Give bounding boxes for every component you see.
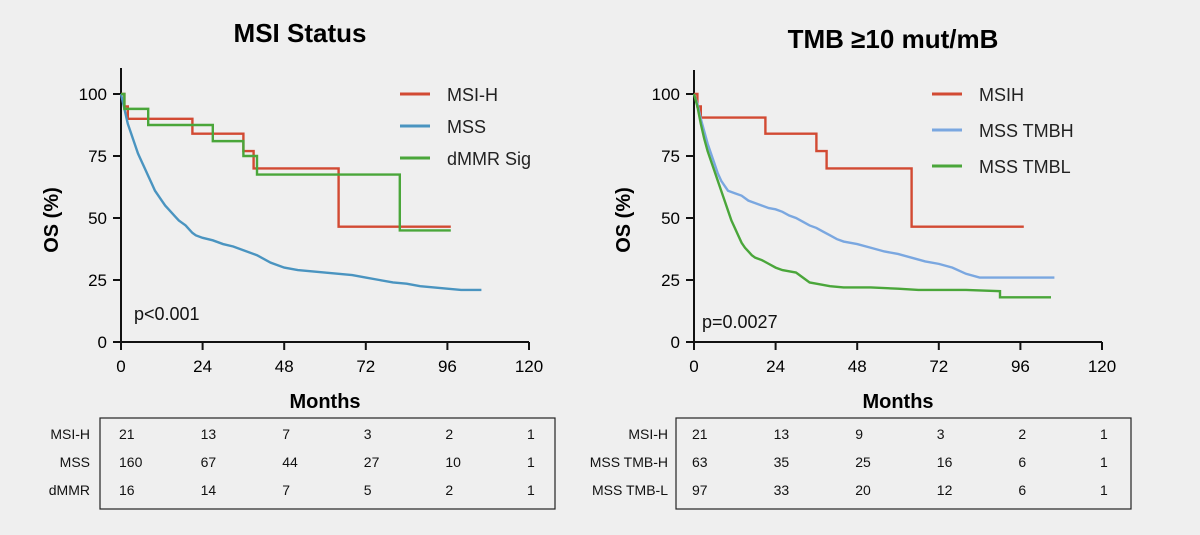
x-tick-label: 72 (929, 357, 948, 376)
risk-cell: 1 (1100, 454, 1108, 470)
risk-cell: 3 (937, 426, 945, 442)
x-tick-label: 96 (438, 357, 457, 376)
x-tick-label: 24 (766, 357, 785, 376)
x-tick-label: 24 (193, 357, 212, 376)
risk-cell: 67 (201, 454, 217, 470)
x-tick-label: 0 (689, 357, 698, 376)
legend-label: MSS (447, 117, 486, 137)
risk-cell: 33 (774, 482, 790, 498)
risk-cell: 2 (445, 482, 453, 498)
x-tick-label: 72 (356, 357, 375, 376)
y-tick-label: 25 (88, 271, 107, 290)
y-tick-label: 100 (652, 85, 680, 104)
chart-title: TMB ≥10 mut/mB (788, 24, 999, 54)
risk-cell: 2 (445, 426, 453, 442)
x-tick-label: 120 (515, 357, 543, 376)
risk-cell: 1 (527, 426, 535, 442)
risk-row-label: MSS (60, 454, 90, 470)
y-tick-label: 0 (671, 333, 680, 352)
x-axis-title: Months (862, 391, 933, 413)
risk-cell: 10 (445, 454, 461, 470)
x-axis-title: Months (289, 391, 360, 413)
risk-cell: 7 (282, 426, 290, 442)
x-tick-label: 120 (1088, 357, 1116, 376)
x-tick-label: 48 (275, 357, 294, 376)
p-value-annotation: p<0.001 (134, 304, 200, 324)
legend-label: MSS TMBH (979, 121, 1074, 141)
y-tick-label: 0 (98, 333, 107, 352)
risk-cell: 1 (527, 454, 535, 470)
risk-cell: 13 (201, 426, 217, 442)
x-tick-label: 96 (1011, 357, 1030, 376)
risk-cell: 21 (692, 426, 708, 442)
risk-cell: 16 (119, 482, 135, 498)
risk-cell: 35 (774, 454, 790, 470)
risk-cell: 21 (119, 426, 135, 442)
risk-cell: 7 (282, 482, 290, 498)
risk-cell: 1 (1100, 482, 1108, 498)
risk-row-label: MSS TMB-L (592, 482, 668, 498)
risk-cell: 13 (774, 426, 790, 442)
y-tick-label: 75 (88, 147, 107, 166)
legend-label: MSS TMBL (979, 157, 1071, 177)
risk-cell: 6 (1018, 482, 1026, 498)
y-tick-label: 50 (661, 209, 680, 228)
p-value-annotation: p=0.0027 (702, 312, 778, 332)
series-line-mss-tmbh (692, 93, 1055, 279)
risk-row-label: MSS TMB-H (590, 454, 668, 470)
risk-row-label: MSI-H (50, 426, 90, 442)
risk-cell: 160 (119, 454, 143, 470)
x-tick-label: 48 (848, 357, 867, 376)
series-line-dmmr-sig (121, 92, 451, 232)
risk-cell: 5 (364, 482, 372, 498)
risk-cell: 9 (855, 426, 863, 442)
risk-cell: 25 (855, 454, 871, 470)
risk-cell: 2 (1018, 426, 1026, 442)
legend-label: MSI-H (447, 85, 498, 105)
series-line-msi-h (121, 92, 451, 228)
risk-cell: 6 (1018, 454, 1026, 470)
risk-cell: 3 (364, 426, 372, 442)
y-tick-label: 50 (88, 209, 107, 228)
series-line-mss (119, 93, 482, 292)
risk-cell: 14 (201, 482, 217, 498)
chart-title: MSI Status (234, 18, 367, 48)
risk-cell: 1 (527, 482, 535, 498)
x-tick-label: 0 (116, 357, 125, 376)
legend-label: MSIH (979, 85, 1024, 105)
risk-cell: 1 (1100, 426, 1108, 442)
risk-table-border (99, 417, 556, 510)
risk-cell: 63 (692, 454, 708, 470)
risk-cell: 20 (855, 482, 871, 498)
risk-cell: 12 (937, 482, 953, 498)
risk-cell: 27 (364, 454, 380, 470)
series-line-mss-tmbl (692, 93, 1051, 299)
legend-label: dMMR Sig (447, 149, 531, 169)
risk-cell: 44 (282, 454, 298, 470)
risk-row-label: MSI-H (628, 426, 668, 442)
series-line-msih (694, 92, 1024, 228)
y-tick-label: 100 (79, 85, 107, 104)
y-tick-label: 25 (661, 271, 680, 290)
risk-cell: 16 (937, 454, 953, 470)
risk-row-label: dMMR (49, 482, 90, 498)
y-axis-title: OS (%) (613, 187, 635, 253)
y-tick-label: 75 (661, 147, 680, 166)
risk-table-border (675, 417, 1132, 510)
y-axis-title: OS (%) (41, 187, 63, 253)
risk-cell: 97 (692, 482, 708, 498)
